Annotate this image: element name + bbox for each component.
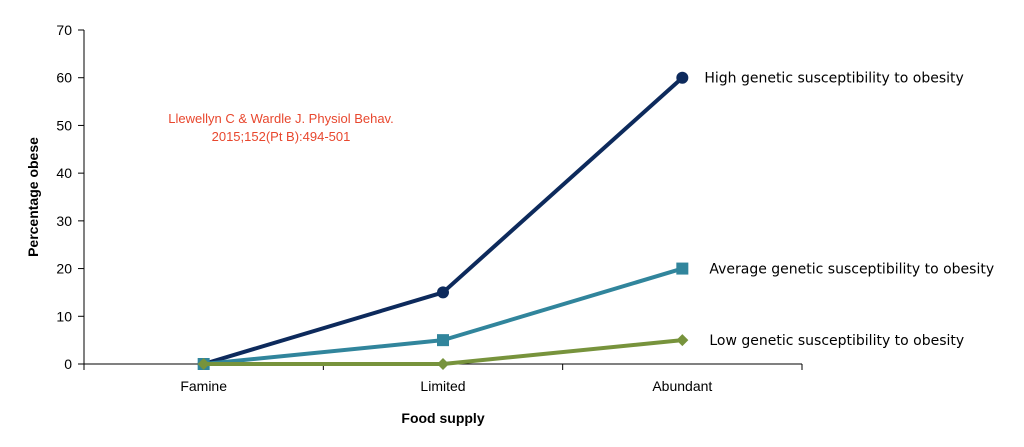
series-circle: High genetic susceptibility to obesity bbox=[197, 71, 964, 370]
data-point bbox=[437, 334, 449, 347]
data-point bbox=[197, 358, 210, 370]
x-tick-label: Limited bbox=[420, 378, 465, 394]
series-diamond: Low genetic susceptibility to obesity bbox=[197, 333, 964, 370]
data-point bbox=[676, 334, 689, 347]
series-label: High genetic susceptibility to obesity bbox=[704, 71, 964, 87]
y-tick-label: 20 bbox=[56, 261, 72, 277]
chart-series: High genetic susceptibility to obesity Av… bbox=[197, 71, 994, 370]
y-tick-label: 30 bbox=[56, 213, 72, 229]
data-point bbox=[437, 358, 449, 370]
x-axis-title: Food supply bbox=[401, 410, 484, 426]
y-tick-label: 0 bbox=[64, 356, 72, 372]
y-tick-label: 50 bbox=[56, 117, 72, 133]
series-label: Low genetic susceptibility to obesity bbox=[709, 333, 964, 349]
series-line bbox=[203, 266, 683, 366]
data-point bbox=[676, 262, 689, 275]
data-point bbox=[437, 286, 449, 299]
y-tick-label: 40 bbox=[56, 165, 72, 181]
citation-annotation: Llewellyn C & Wardle J. Physiol Behav. 2… bbox=[168, 111, 393, 144]
series-label: Average genetic susceptibility to obesit… bbox=[709, 262, 994, 278]
series-square: Average genetic susceptibility to obesit… bbox=[197, 262, 994, 370]
y-tick-label: 70 bbox=[56, 22, 72, 38]
x-tick-label: Famine bbox=[180, 378, 227, 394]
chart-axes: 0 10 20 30 40 50 60 70 Famine Limited Abundant bbox=[56, 22, 803, 394]
x-tick-label: Abundant bbox=[652, 378, 712, 394]
data-point bbox=[676, 71, 689, 84]
citation-line-2: 2015;152(Pt B):494-501 bbox=[212, 129, 351, 144]
citation-line-1: Llewellyn C & Wardle J. Physiol Behav. bbox=[168, 111, 393, 126]
y-tick-label: 60 bbox=[56, 70, 72, 86]
y-axis-title: Percentage obese bbox=[25, 137, 41, 257]
y-tick-label: 10 bbox=[56, 308, 72, 324]
